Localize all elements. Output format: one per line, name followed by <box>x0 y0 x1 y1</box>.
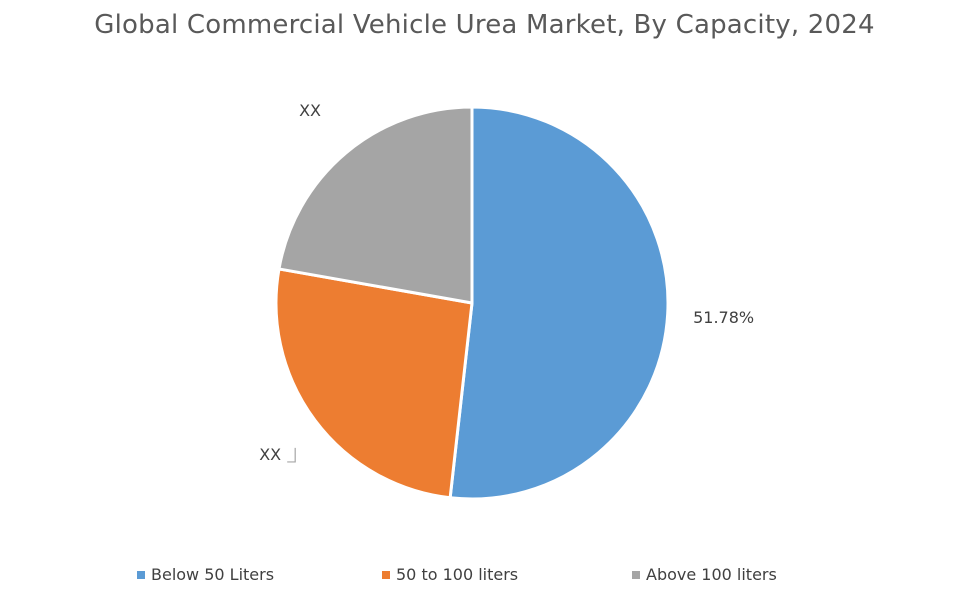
data-label-3: XX <box>299 101 321 120</box>
chart-title: Global Commercial Vehicle Urea Market, B… <box>94 10 875 40</box>
pie-slice-2 <box>274 267 474 500</box>
legend-label-3: Above 100 liters <box>646 565 777 584</box>
pie-slice-1 <box>448 105 670 501</box>
pie-slices <box>274 105 670 501</box>
leader-lines <box>287 447 296 463</box>
legend-swatch-1 <box>137 571 145 579</box>
pie-slice-3 <box>277 105 474 305</box>
data-label-1: 51.78% <box>693 308 754 327</box>
legend-swatch-3 <box>632 571 640 579</box>
data-label-2: XX <box>259 445 281 464</box>
legend-label-2: 50 to 100 liters <box>396 565 518 584</box>
legend-swatch-2 <box>382 571 390 579</box>
data-labels: 51.78% XX XX <box>259 101 754 464</box>
leader-line-2 <box>287 447 296 463</box>
legend: Below 50 Liters 50 to 100 liters Above 100… <box>137 565 777 584</box>
legend-label-1: Below 50 Liters <box>151 565 274 584</box>
